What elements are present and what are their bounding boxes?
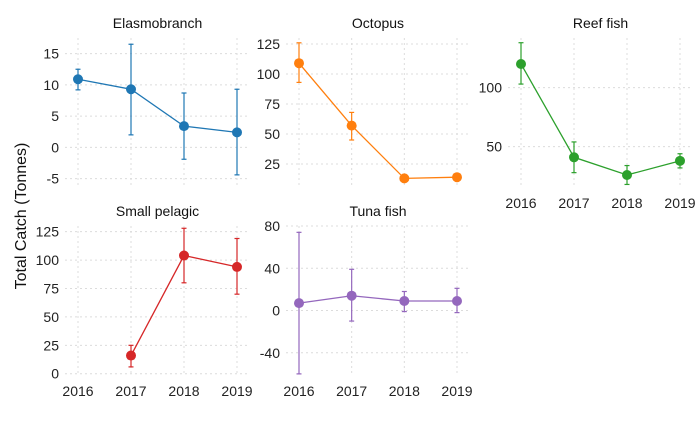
x-tick-label: 2019 bbox=[441, 383, 472, 399]
y-tick-label: 50 bbox=[486, 139, 502, 155]
y-tick-label: -5 bbox=[47, 171, 60, 187]
data-point bbox=[126, 84, 136, 95]
data-point bbox=[516, 58, 526, 69]
data-point bbox=[346, 120, 357, 131]
x-tick-label: 2018 bbox=[389, 383, 420, 399]
y-tick-label: 25 bbox=[43, 337, 59, 353]
y-tick-label: 15 bbox=[43, 46, 59, 62]
x-tick-label: 2017 bbox=[115, 383, 146, 399]
data-point bbox=[232, 261, 242, 272]
y-tick-label: 0 bbox=[272, 303, 280, 319]
panel-tuna-fish: Tuna fish -40 0 40 80 2016 2017 2018 2019 bbox=[260, 203, 473, 399]
y-tick-label: 10 bbox=[43, 77, 59, 93]
data-point bbox=[294, 298, 304, 309]
y-tick-label: 40 bbox=[264, 260, 280, 276]
data-point bbox=[126, 350, 136, 361]
y-tick-label: -40 bbox=[260, 345, 280, 361]
data-point bbox=[675, 155, 685, 166]
panel-title: Elasmobranch bbox=[113, 15, 203, 31]
y-tick-label: 50 bbox=[43, 309, 59, 325]
data-point bbox=[294, 58, 304, 69]
series-line bbox=[298, 295, 457, 304]
series-line bbox=[520, 63, 681, 176]
x-tick-label: 2016 bbox=[505, 195, 536, 211]
data-point bbox=[232, 127, 242, 138]
y-tick-label: 5 bbox=[51, 108, 59, 124]
y-tick-label: 0 bbox=[51, 139, 59, 155]
y-tick-label: 100 bbox=[479, 80, 503, 96]
panel-elasmobranch: Elasmobranch -5 0 5 10 15 bbox=[43, 15, 250, 188]
data-point bbox=[399, 173, 410, 184]
y-tick-label: 50 bbox=[264, 126, 280, 142]
y-tick-label: 25 bbox=[264, 156, 280, 172]
y-axis-label: Total Catch (Tonnes) bbox=[13, 143, 30, 290]
x-tick-label: 2016 bbox=[283, 383, 314, 399]
panel-reef-fish: Reef fish 50 100 2016 2017 2018 2019 bbox=[479, 15, 696, 211]
data-point bbox=[452, 172, 462, 183]
series-line bbox=[298, 62, 458, 180]
y-tick-label: 125 bbox=[257, 36, 281, 52]
data-point bbox=[179, 121, 189, 132]
y-tick-label: 100 bbox=[36, 252, 60, 268]
panel-title: Octopus bbox=[352, 15, 404, 31]
panel-octopus: Octopus 25 50 75 100 125 bbox=[257, 15, 470, 188]
x-tick-label: 2017 bbox=[336, 383, 367, 399]
x-tick-label: 2019 bbox=[664, 195, 695, 211]
y-tick-label: 0 bbox=[51, 366, 59, 382]
x-tick-label: 2018 bbox=[168, 383, 199, 399]
data-point bbox=[622, 170, 632, 181]
panel-title: Reef fish bbox=[573, 15, 628, 31]
panel-small-pelagic: Small pelagic 0 25 50 75 100 125 2016 2017 2018 20… bbox=[36, 203, 253, 399]
data-point bbox=[452, 296, 462, 306]
y-tick-label: 75 bbox=[43, 281, 59, 297]
x-tick-label: 2019 bbox=[221, 383, 252, 399]
data-point bbox=[73, 74, 83, 85]
x-tick-label: 2017 bbox=[558, 195, 589, 211]
data-point bbox=[346, 290, 357, 301]
series-line bbox=[77, 78, 238, 134]
y-tick-label: 125 bbox=[36, 224, 60, 240]
x-tick-label: 2016 bbox=[62, 383, 93, 399]
data-point bbox=[179, 250, 189, 261]
y-tick-label: 100 bbox=[257, 66, 281, 82]
x-tick-label: 2018 bbox=[611, 195, 642, 211]
y-tick-label: 80 bbox=[264, 218, 280, 234]
y-tick-label: 75 bbox=[264, 96, 280, 112]
data-point bbox=[399, 296, 410, 306]
data-point bbox=[569, 152, 579, 163]
panel-title: Tuna fish bbox=[349, 203, 406, 219]
panel-title: Small pelagic bbox=[116, 203, 199, 219]
